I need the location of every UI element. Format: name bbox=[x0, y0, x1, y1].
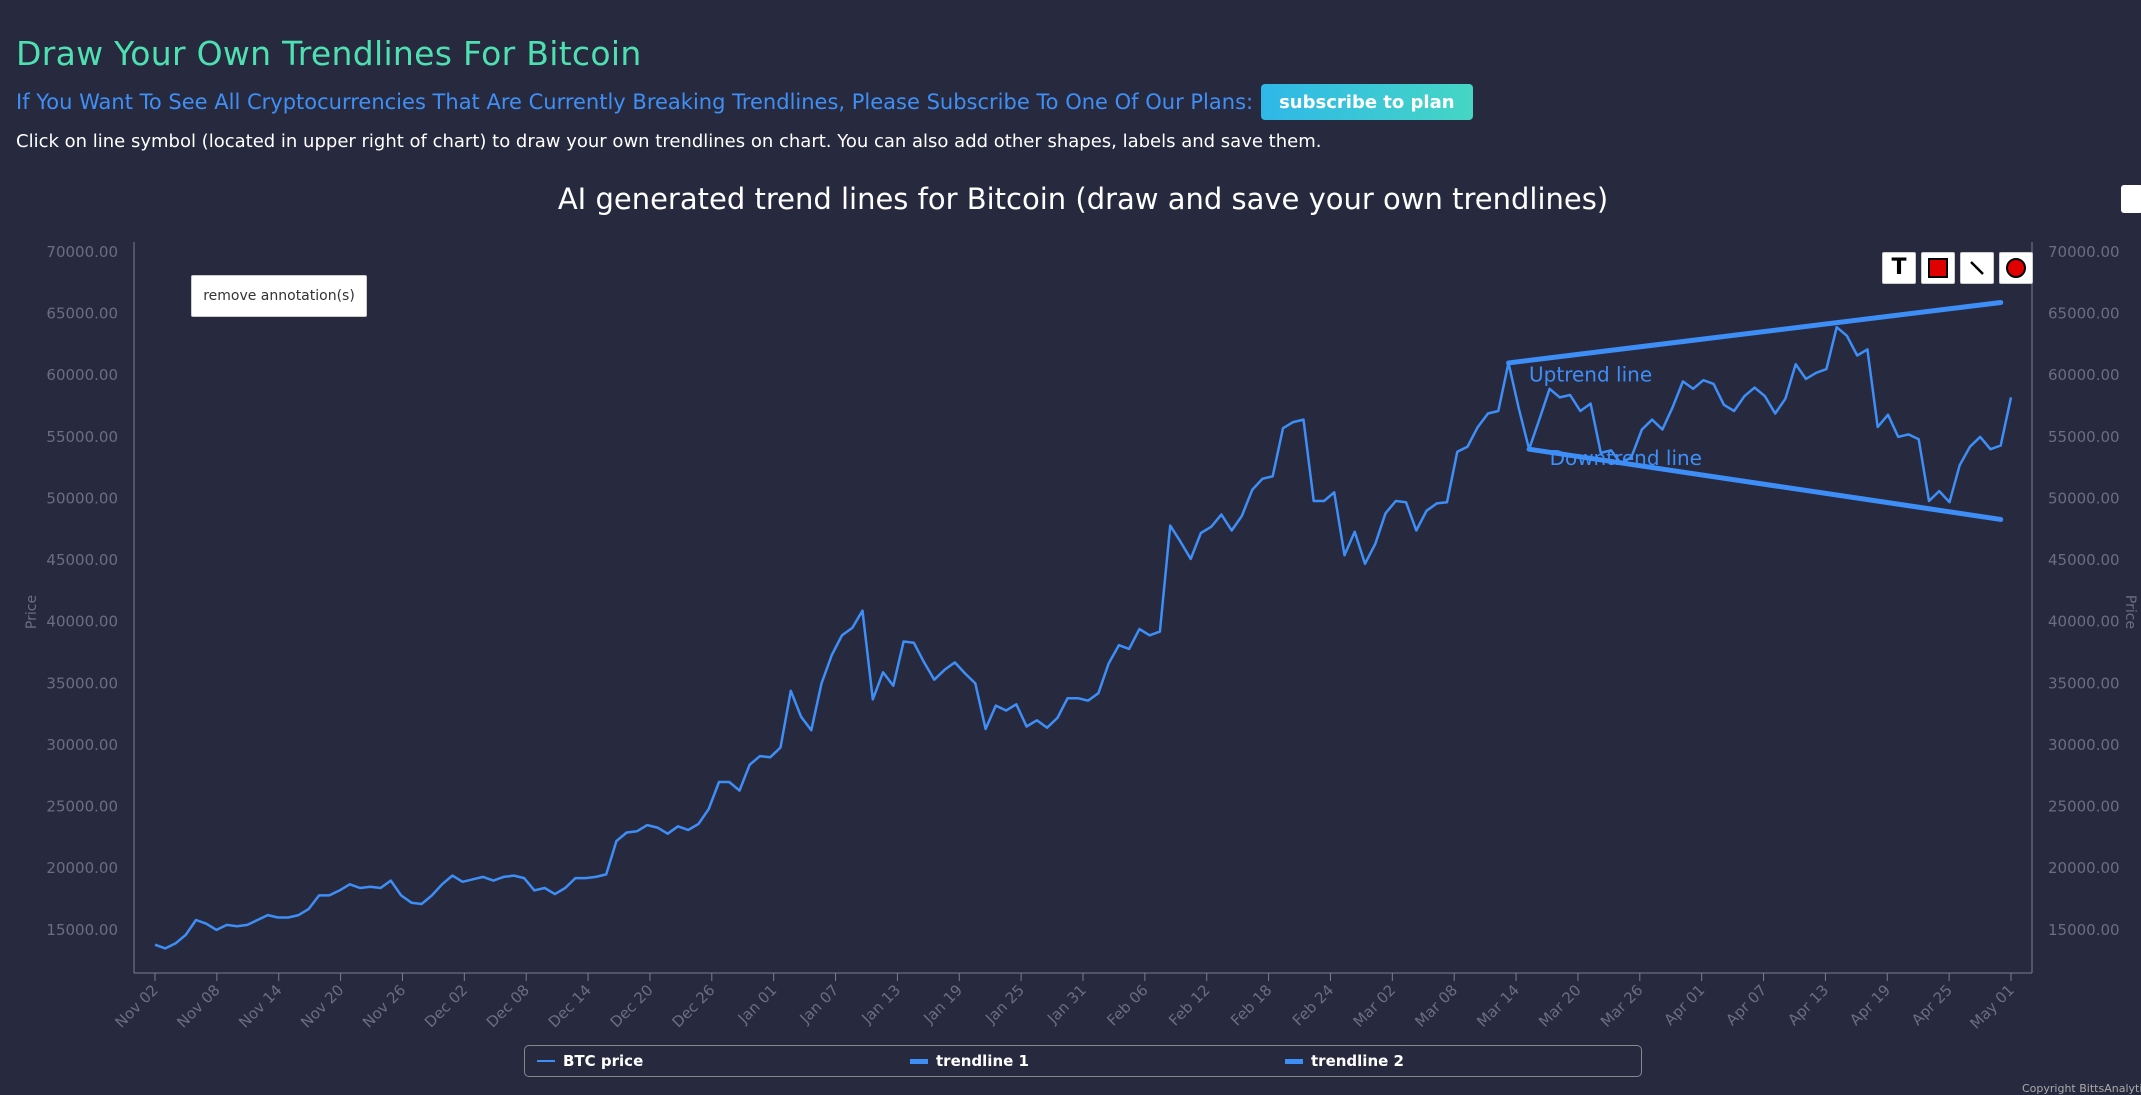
x-tick-label: Dec 26 bbox=[669, 981, 719, 1031]
circle-tool-button[interactable] bbox=[1999, 252, 2033, 284]
y-tick-label: 40000.00 bbox=[46, 613, 118, 631]
x-tick-label: Jan 01 bbox=[734, 981, 781, 1028]
chart-axes bbox=[133, 242, 2033, 974]
x-tick-label: Feb 18 bbox=[1227, 981, 1275, 1029]
x-tick-label: Jan 25 bbox=[981, 981, 1028, 1028]
legend-item-btc-price[interactable]: BTC price bbox=[537, 1046, 643, 1076]
subscribe-button[interactable]: subscribe to plan bbox=[1261, 84, 1473, 120]
text-tool-icon: T bbox=[1891, 255, 1907, 280]
legend-label: BTC price bbox=[563, 1052, 644, 1070]
y-tick-label: 30000.00 bbox=[46, 736, 118, 754]
x-tick-label: Mar 26 bbox=[1597, 981, 1647, 1031]
x-tick-label: Dec 14 bbox=[545, 981, 595, 1031]
y-tick-label: 65000.00 bbox=[2048, 305, 2120, 323]
y-tick-label: 70000.00 bbox=[2048, 243, 2120, 261]
x-tick-label: Feb 24 bbox=[1289, 981, 1337, 1029]
x-axis: Nov 02 Nov 08 Nov 14 Nov 20 Nov 26 Dec 02 Dec … bbox=[112, 973, 2018, 1033]
legend-swatch bbox=[537, 1060, 555, 1062]
y-tick-label: 25000.00 bbox=[46, 798, 118, 816]
y-tick-label: 35000.00 bbox=[2048, 674, 2120, 692]
rectangle-tool-icon bbox=[1928, 258, 1948, 278]
x-tick-label: Apr 25 bbox=[1908, 981, 1956, 1029]
x-tick-label: Feb 06 bbox=[1103, 981, 1151, 1029]
y-tick-label: 50000.00 bbox=[2048, 489, 2120, 507]
annotation-group: Uptrend line Downtrend line bbox=[1529, 362, 1702, 470]
trendline-2 bbox=[1526, 446, 2004, 522]
x-tick-label: Jan 31 bbox=[1043, 981, 1090, 1028]
circle-tool-icon bbox=[2006, 258, 2026, 278]
x-tick-label: Apr 19 bbox=[1846, 981, 1894, 1029]
y-tick-label: 20000.00 bbox=[2048, 859, 2120, 877]
y-axis-label-left: Price bbox=[24, 595, 40, 629]
btc-price-line bbox=[154, 325, 2013, 950]
x-tick-label: Jan 07 bbox=[796, 981, 843, 1028]
x-tick-label: Mar 20 bbox=[1535, 981, 1585, 1031]
y-axis-right: 15000.00 20000.00 25000.00 30000.00 35000.00… bbox=[2048, 243, 2120, 939]
x-tick-label: Feb 12 bbox=[1165, 981, 1213, 1029]
chart-legend: BTC price trendline 1 trendline 2 bbox=[524, 1045, 1642, 1077]
x-tick-label: Apr 07 bbox=[1722, 981, 1770, 1029]
y-tick-label: 55000.00 bbox=[46, 428, 118, 446]
x-tick-label: Jan 13 bbox=[858, 981, 905, 1028]
trendline-annotation-label: Uptrend line bbox=[1529, 362, 1652, 386]
drawing-toolbar: T bbox=[1882, 252, 2033, 284]
text-tool-button[interactable]: T bbox=[1882, 252, 1916, 284]
x-tick-label: Nov 02 bbox=[112, 981, 162, 1031]
legend-item-trendline-2[interactable]: trendline 2 bbox=[1285, 1046, 1404, 1076]
copyright-text: Copyright BittsAnalyti bbox=[2022, 1082, 2141, 1095]
line-tool-icon bbox=[1970, 261, 1984, 275]
series-group bbox=[154, 300, 2013, 950]
x-tick-label: Apr 13 bbox=[1784, 981, 1832, 1029]
x-tick-label: Dec 08 bbox=[483, 981, 533, 1031]
legend-swatch bbox=[1285, 1058, 1303, 1064]
promo-text: If You Want To See All Cryptocurrencies … bbox=[16, 90, 1254, 114]
remove-annotations-button[interactable]: remove annotation(s) bbox=[191, 275, 367, 317]
y-tick-label: 70000.00 bbox=[46, 243, 118, 261]
y-axis-label-right: Price bbox=[2122, 595, 2138, 629]
x-tick-label: Apr 01 bbox=[1661, 981, 1709, 1029]
y-tick-label: 35000.00 bbox=[46, 674, 118, 692]
y-tick-label: 25000.00 bbox=[2048, 798, 2120, 816]
y-tick-label: 45000.00 bbox=[46, 551, 118, 569]
x-tick-label: Nov 20 bbox=[297, 981, 347, 1031]
page-title: Draw Your Own Trendlines For Bitcoin bbox=[16, 34, 642, 73]
x-tick-label: Mar 02 bbox=[1350, 981, 1400, 1031]
x-tick-label: Mar 08 bbox=[1411, 981, 1461, 1031]
trendline-annotation-label: Downtrend line bbox=[1550, 446, 1702, 470]
x-tick-label: Nov 08 bbox=[173, 981, 223, 1031]
y-tick-label: 60000.00 bbox=[46, 366, 118, 384]
y-tick-label: 45000.00 bbox=[2048, 551, 2120, 569]
y-tick-label: 60000.00 bbox=[2048, 366, 2120, 384]
x-tick-label: Mar 14 bbox=[1473, 981, 1523, 1031]
y-tick-label: 40000.00 bbox=[2048, 613, 2120, 631]
chart-title: AI generated trend lines for Bitcoin (dr… bbox=[558, 182, 1608, 216]
y-tick-label: 30000.00 bbox=[2048, 736, 2120, 754]
y-tick-label: 20000.00 bbox=[46, 859, 118, 877]
promo-banner: If You Want To See All Cryptocurrencies … bbox=[16, 84, 1473, 120]
x-tick-label: Jan 19 bbox=[919, 981, 966, 1028]
trendline-1 bbox=[1506, 300, 2004, 366]
price-chart: AI generated trend lines for Bitcoin (dr… bbox=[24, 182, 2138, 1033]
x-tick-label: Dec 02 bbox=[421, 981, 471, 1031]
x-tick-label: Dec 20 bbox=[607, 981, 657, 1031]
rectangle-tool-button[interactable] bbox=[1921, 252, 1955, 284]
legend-swatch bbox=[910, 1058, 928, 1064]
x-tick-label: May 01 bbox=[1966, 981, 2018, 1033]
legend-label: trendline 1 bbox=[936, 1052, 1029, 1070]
y-tick-label: 65000.00 bbox=[46, 305, 118, 323]
x-tick-label: Nov 14 bbox=[235, 981, 285, 1031]
chart-menu-button[interactable] bbox=[2121, 185, 2141, 213]
y-tick-label: 15000.00 bbox=[2048, 921, 2120, 939]
instructions-text: Click on line symbol (located in upper r… bbox=[16, 131, 1322, 152]
legend-item-trendline-1[interactable]: trendline 1 bbox=[910, 1046, 1029, 1076]
legend-label: trendline 2 bbox=[1311, 1052, 1404, 1070]
y-tick-label: 15000.00 bbox=[46, 921, 118, 939]
y-tick-label: 55000.00 bbox=[2048, 428, 2120, 446]
x-tick-label: Nov 26 bbox=[359, 981, 409, 1031]
y-axis-left: 15000.00 20000.00 25000.00 30000.00 35000.00… bbox=[46, 243, 118, 939]
line-tool-button[interactable] bbox=[1960, 252, 1994, 284]
y-tick-label: 50000.00 bbox=[46, 489, 118, 507]
